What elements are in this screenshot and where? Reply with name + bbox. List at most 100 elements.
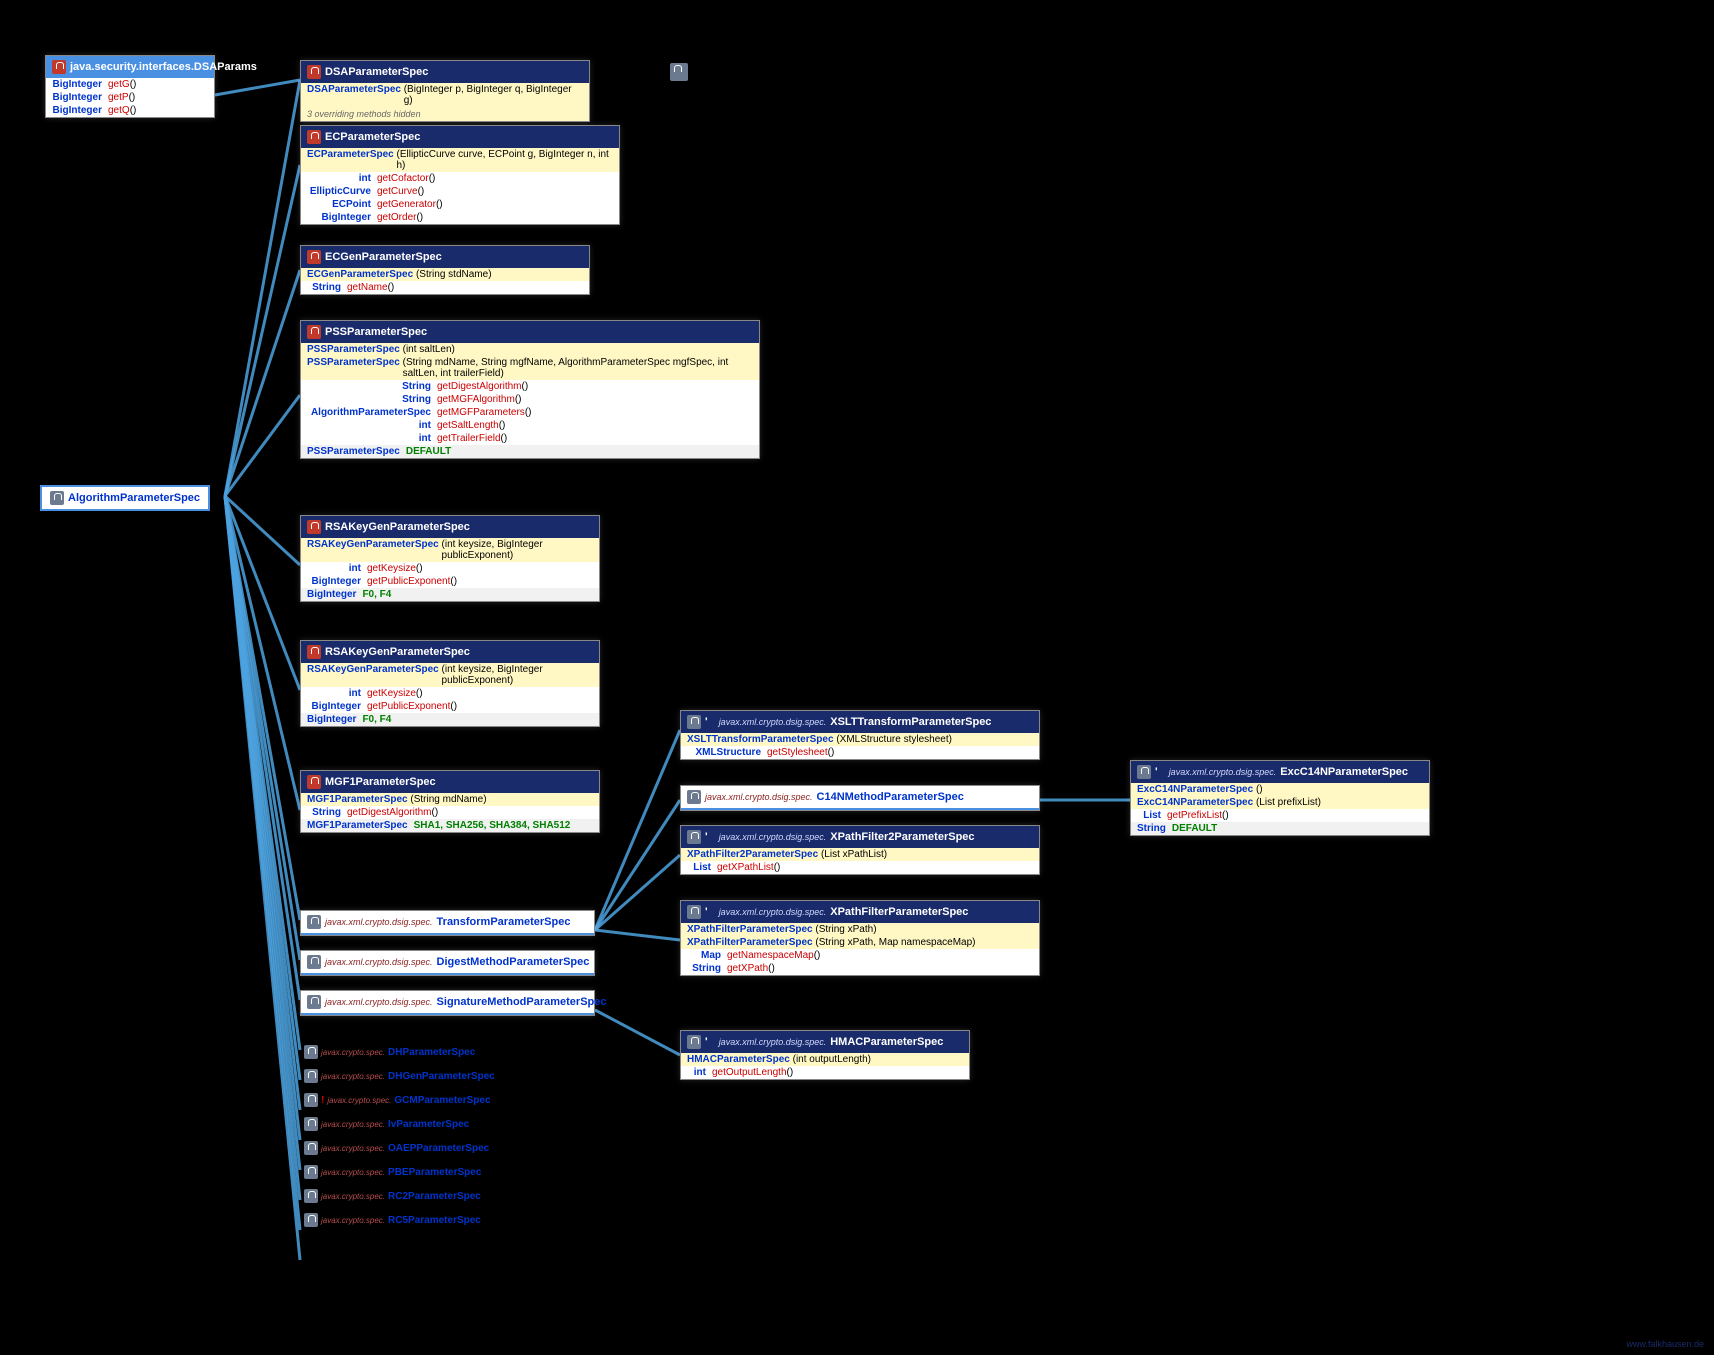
method: getOrder [377, 212, 416, 223]
pkg-label: javax.xml.crypto.dsig.spec. [325, 917, 433, 927]
args: () [450, 576, 457, 587]
ext-row[interactable]: javax.crypto.spec.RC5ParameterSpec [300, 1208, 499, 1232]
pkg-label: javax.crypto.spec. [321, 1168, 385, 1177]
type: int [307, 433, 437, 444]
args: () [436, 199, 443, 210]
args: (List prefixList) [1256, 797, 1321, 808]
type: int [307, 420, 437, 431]
spec-icon [307, 915, 321, 929]
node-signaturemethodparamspec[interactable]: javax.xml.crypto.dsig.spec.SignatureMeth… [300, 990, 595, 1016]
pkg-label: javax.xml.crypto.dsig.spec. [719, 907, 827, 917]
class-name: GCMParameterSpec [394, 1095, 490, 1106]
node-transformparameterspec[interactable]: javax.xml.crypto.dsig.spec. TransformPara… [300, 910, 595, 936]
package-title: java.security.spec [670, 60, 865, 83]
method: getMGFAlgorithm [437, 394, 515, 405]
ext-row[interactable]: javax.crypto.spec.OAEPParameterSpec [300, 1136, 499, 1160]
node-dsaparameterspec[interactable]: DSAParameterSpec DSAParameterSpec (BigIn… [300, 60, 590, 122]
class-name: ECParameterSpec [325, 131, 420, 143]
type: BigInteger [52, 92, 108, 103]
type: BigInteger [307, 701, 367, 712]
method: getTrailerField [437, 433, 501, 444]
class-name: ExcC14NParameterSpec [1280, 766, 1408, 778]
ext-row[interactable]: javax.crypto.spec.IvParameterSpec [300, 1112, 499, 1136]
field-type: BigInteger [307, 714, 362, 725]
type: XMLStructure [687, 747, 767, 758]
type: String [307, 807, 347, 818]
node-c14nmethodparamspec[interactable]: javax.xml.crypto.dsig.spec.C14NMethodPar… [680, 785, 1040, 811]
spec-icon [307, 955, 321, 969]
class-name: DHGenParameterSpec [388, 1071, 495, 1082]
ctor: RSAKeyGenParameterSpec [307, 664, 439, 686]
type: BigInteger [307, 576, 367, 587]
ctor: ECParameterSpec [307, 149, 394, 171]
ctor: PSSParameterSpec [307, 357, 400, 379]
note: 3 overriding methods hidden [301, 107, 589, 121]
args: (String mdName, String mgfName, Algorith… [403, 357, 753, 379]
ext-row[interactable]: javax.crypto.spec.DHParameterSpec [300, 1040, 499, 1064]
type: int [687, 1067, 712, 1078]
ext-row[interactable]: javax.crypto.spec.DHGenParameterSpec [300, 1064, 499, 1088]
node-rsakeygenparamspec-1[interactable]: RSAKeyGenParameterSpec RSAKeyGenParamete… [300, 515, 600, 602]
pkg-label: javax.crypto.spec. [321, 1144, 385, 1153]
ctor: ECGenParameterSpec [307, 269, 413, 280]
node-excc14nparamspec[interactable]: ' javax.xml.crypto.dsig.spec.ExcC14NPara… [1130, 760, 1430, 836]
node-xslttransformparamspec[interactable]: ' javax.xml.crypto.dsig.spec.XSLTTransfo… [680, 710, 1040, 760]
lock-icon [307, 65, 321, 79]
spec-icon [670, 63, 688, 81]
node-algorithmparameterspec[interactable]: AlgorithmParameterSpec [40, 485, 210, 511]
method: getPublicExponent [367, 701, 450, 712]
field-name: F0, F4 [362, 589, 391, 600]
ext-row[interactable]: javax.crypto.spec.PBEParameterSpec [300, 1160, 499, 1184]
type: List [687, 862, 717, 873]
node-hmacparamspec[interactable]: ' javax.xml.crypto.dsig.spec.HMACParamet… [680, 1030, 970, 1080]
node-dsaparams[interactable]: java.security.interfaces.DSAParams BigIn… [45, 55, 215, 118]
spec-icon [687, 715, 701, 729]
node-digestmethodparamspec[interactable]: javax.xml.crypto.dsig.spec.DigestMethodP… [300, 950, 595, 976]
ctor: MGF1ParameterSpec [307, 794, 408, 805]
type: List [1137, 810, 1167, 821]
class-name: TransformParameterSpec [437, 916, 571, 928]
lock-icon [307, 325, 321, 339]
watermark: www.falkhausen.de [1626, 1339, 1704, 1349]
pkg-label: javax.crypto.spec. [327, 1096, 391, 1105]
method: getMGFParameters [437, 407, 525, 418]
method: getPublicExponent [367, 576, 450, 587]
node-ecgenparamspec[interactable]: ECGenParameterSpec ECGenParameterSpec (S… [300, 245, 590, 295]
method: getDigestAlgorithm [347, 807, 431, 818]
class-name: XPathFilter2ParameterSpec [830, 831, 974, 843]
lock-icon [307, 250, 321, 264]
node-pssparamspec[interactable]: PSSParameterSpec PSSParameterSpec (int s… [300, 320, 760, 459]
pkg-label: javax.crypto.spec. [321, 1072, 385, 1081]
field-type: String [1137, 823, 1172, 834]
spec-icon [304, 1045, 318, 1059]
class-name: IvParameterSpec [388, 1119, 469, 1130]
ext-row[interactable]: javax.crypto.spec.RC2ParameterSpec [300, 1184, 499, 1208]
lock-icon [307, 645, 321, 659]
pkg-label: java.security.interfaces. [70, 61, 194, 73]
args: () [1222, 810, 1229, 821]
node-xpathfilter2paramspec[interactable]: ' javax.xml.crypto.dsig.spec.XPathFilter… [680, 825, 1040, 875]
pkg-label: javax.crypto.spec. [321, 1048, 385, 1057]
ext-row[interactable]: !javax.crypto.spec.GCMParameterSpec [300, 1088, 499, 1112]
node-rsakeygenparamspec-2[interactable]: RSAKeyGenParameterSpec RSAKeyGenParamete… [300, 640, 600, 727]
node-body: BigIntegergetG() BigIntegergetP() BigInt… [46, 78, 214, 117]
pkg-label: javax.xml.crypto.dsig.spec. [1169, 767, 1277, 777]
class-name: HMACParameterSpec [830, 1036, 943, 1048]
method: getOutputLength [712, 1067, 787, 1078]
method: getCurve [377, 186, 418, 197]
args: () [130, 79, 137, 90]
method: getSaltLength [437, 420, 499, 431]
method: getXPath [727, 963, 768, 974]
node-xpathfilterparamspec[interactable]: ' javax.xml.crypto.dsig.spec.XPathFilter… [680, 900, 1040, 976]
node-ecparameterspec[interactable]: ECParameterSpec ECParameterSpec (Ellipti… [300, 125, 620, 225]
class-name: SignatureMethodParameterSpec [437, 996, 607, 1008]
args: () [129, 92, 136, 103]
type: int [307, 688, 367, 699]
node-header: ' javax.xml.crypto.dsig.spec.HMACParamet… [681, 1031, 969, 1053]
node-header: DSAParameterSpec [301, 61, 589, 83]
method: getG [108, 79, 130, 90]
class-name: ECGenParameterSpec [325, 251, 442, 263]
args: () [450, 701, 457, 712]
node-mgf1paramspec[interactable]: MGF1ParameterSpec MGF1ParameterSpec (Str… [300, 770, 600, 833]
class-name: DSAParams [194, 61, 257, 73]
